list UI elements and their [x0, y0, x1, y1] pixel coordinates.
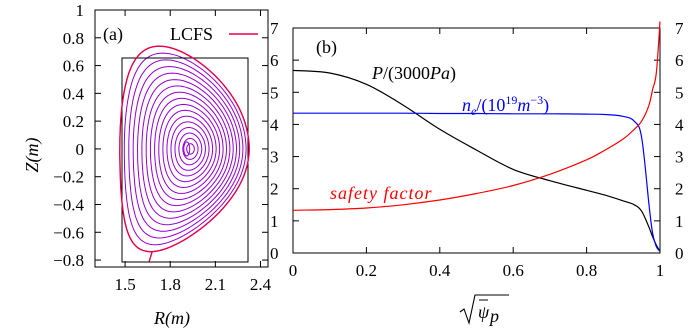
flux-surface	[136, 72, 238, 226]
panel-a-y-tick-label: 0.6	[63, 57, 84, 76]
panel-a-frame	[94, 9, 269, 268]
svg-text:p: p	[488, 306, 499, 326]
panel-b-y-tick-label: 6	[675, 51, 684, 70]
panel-b-left-tick-label: 4	[270, 115, 279, 134]
panel-a-y-tick-label: −0.2	[53, 168, 84, 187]
panel-b-left-tick-label: 0	[270, 244, 279, 263]
safety-factor-line	[292, 21, 661, 211]
panel-b-label: (b)	[316, 37, 337, 58]
flux-surface	[128, 59, 244, 239]
panel-b-y-tick-label: 5	[675, 83, 684, 102]
panel-b-y-tick-label: 2	[675, 180, 684, 199]
panel-b-frame	[292, 27, 661, 254]
panel-a-y-tick-label: 0.8	[63, 29, 84, 48]
flux-surface	[170, 121, 210, 177]
flux-surface	[154, 97, 224, 201]
lcfs-x-point	[148, 251, 153, 262]
panel-a-label: (a)	[103, 24, 123, 45]
flux-surface	[149, 91, 228, 207]
panel-b-y-tick-label: 1	[675, 212, 684, 231]
flux-surface	[145, 85, 231, 213]
panel-b-left-tick-label: 6	[270, 51, 279, 70]
panel-a-y-ticks: 1 0.8 0.6 0.4 0.2 0 −0.2 −0.4 −0.6 −0.8	[53, 1, 268, 270]
annotation-safety-factor: safety factor	[330, 183, 432, 203]
panel-b-x-tick-label: 1	[656, 261, 665, 280]
panel-a-x-tick-label: 2.4	[250, 275, 272, 294]
panel-a-xlabel: R(m)	[153, 308, 190, 329]
flux-surfaces	[119, 45, 250, 262]
flux-surface	[123, 52, 247, 246]
panel-b-series	[292, 21, 661, 252]
flux-surface	[132, 65, 241, 232]
panel-b-y-tick-label: 3	[675, 148, 684, 167]
flux-surface	[174, 127, 206, 171]
panel-b-x-tick-label: 0.4	[429, 261, 451, 280]
panel-b-x-ticks: 0 0.2 0.4 0.6 0.8 1	[289, 28, 665, 280]
svg-text:ψ: ψ	[478, 302, 490, 322]
flux-surface	[158, 103, 221, 194]
panel-b-x-tick-label: 0.6	[503, 261, 524, 280]
pressure-line	[292, 69, 661, 252]
annotation-density: ne/(1019m−3)	[462, 93, 549, 118]
magnetic-axis-surface	[183, 141, 191, 157]
panel-b-left-tick-label: 7	[270, 19, 279, 38]
panel-b-xlabel: ψ p	[459, 294, 509, 326]
panel-b-y-ticks: 0 1 2 3 4 5 6 7 0 1 2 3 4 5 6 7	[270, 19, 684, 263]
density-line	[293, 112, 661, 252]
panel-a-y-tick-label: −0.8	[53, 251, 84, 270]
panel-a-y-tick-label: 0.4	[63, 84, 85, 103]
panel-a-x-tick-label: 1.5	[114, 275, 135, 294]
panel-a-y-tick-label: −0.6	[53, 223, 84, 242]
panel-b-left-tick-label: 1	[270, 212, 279, 231]
lcfs-curve	[119, 45, 250, 253]
flux-surface	[166, 115, 214, 183]
panel-b-y-tick-label: 7	[675, 19, 684, 38]
panel-b-x-tick-label: 0.8	[576, 261, 597, 280]
panel-b-x-tick-label: 0	[289, 261, 298, 280]
panel-a-x-ticks: 1.5 1.8 2.1 2.4	[114, 10, 272, 294]
annotation-pressure: P/(3000Pa)	[371, 63, 456, 84]
panel-a-y-tick-label: 0.2	[63, 112, 84, 131]
panel-a-ylabel: Z(m)	[22, 137, 43, 172]
panel-a-y-tick-label: 1	[76, 1, 85, 20]
legend-lcfs-label: LCFS	[170, 24, 213, 44]
panel-b-left-tick-label: 2	[270, 180, 279, 199]
panel-a-x-tick-label: 2.1	[205, 275, 226, 294]
panel-b-y-tick-label: 4	[675, 115, 684, 134]
flux-surface	[141, 79, 234, 219]
flux-surface	[162, 109, 217, 189]
panel-b-y-tick-label: 0	[675, 244, 684, 263]
panel-a-x-tick-label: 1.8	[160, 275, 181, 294]
flux-surface	[186, 143, 195, 155]
panel-b-left-tick-label: 5	[270, 83, 279, 102]
flux-surface	[182, 137, 199, 160]
flux-surface	[178, 132, 203, 166]
panel-a: 1 0.8 0.6 0.4 0.2 0 −0.2 −0.4 −0.6 −0.8 1.5 1.8 2.1…	[22, 1, 272, 329]
panel-a-y-tick-label: 0	[76, 140, 85, 159]
panel-a-y-tick-label: −0.4	[53, 195, 84, 214]
panel-b-left-tick-label: 3	[270, 148, 279, 167]
panel-b-x-tick-label: 0.2	[356, 261, 377, 280]
